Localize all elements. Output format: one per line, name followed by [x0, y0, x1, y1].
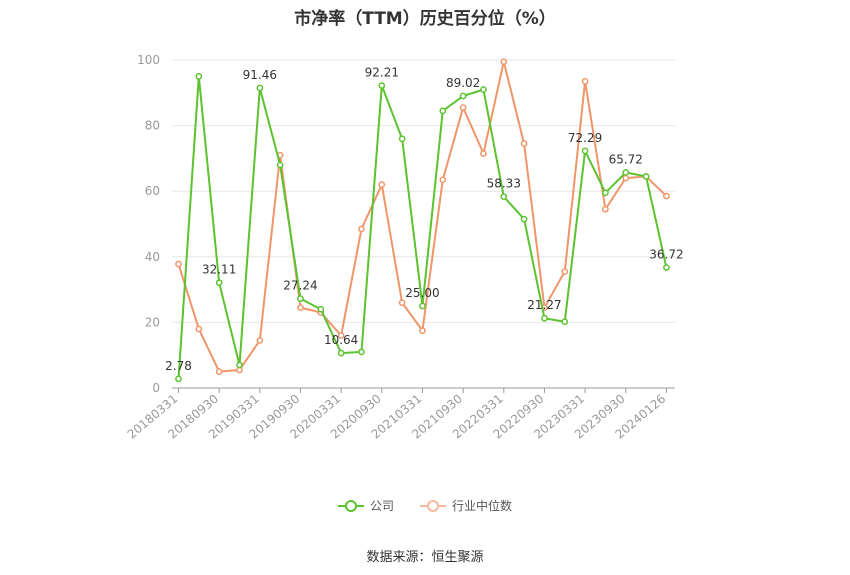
data-point [337, 349, 345, 357]
data-point [236, 361, 243, 369]
legend-swatch-industry-median [420, 499, 446, 513]
legend-item-industry-median[interactable]: 行业中位数 [420, 497, 512, 514]
y-tick-label: 20 [145, 315, 160, 329]
data-label: 92.21 [365, 66, 399, 80]
data-label: 10.64 [324, 333, 358, 347]
legend-label-industry-median: 行业中位数 [452, 499, 513, 513]
data-point [439, 176, 447, 184]
data-point [500, 193, 508, 201]
data-point [398, 299, 406, 307]
legend-label-company: 公司 [369, 499, 394, 513]
data-point [297, 295, 304, 303]
data-point [419, 327, 426, 334]
data-point [663, 192, 670, 200]
legend-swatch-company [337, 499, 364, 513]
data-point [520, 140, 528, 147]
data-point [317, 305, 325, 313]
y-tick-label: 100 [137, 53, 160, 67]
data-point [276, 161, 284, 169]
data-point [337, 332, 345, 339]
data-label: 65.72 [609, 152, 643, 166]
data-point [297, 304, 304, 311]
data-point [480, 86, 487, 93]
data-point [215, 279, 223, 287]
data-point [642, 173, 650, 180]
data-point [398, 135, 406, 143]
legend: 公司 行业中位数 [0, 497, 850, 514]
data-point [419, 302, 426, 310]
y-tick-label: 0 [152, 381, 160, 395]
data-point [622, 169, 630, 176]
data-point [602, 189, 609, 197]
data-label: 72.29 [568, 131, 602, 145]
data-point [480, 150, 487, 157]
line-chart: 0 20 40 60 80 100 201803312018093020190331201… [125, 53, 684, 442]
data-point [256, 84, 264, 92]
data-point [175, 375, 182, 383]
data-point [175, 260, 182, 268]
data-point [459, 104, 467, 111]
data-point [215, 368, 223, 375]
data-point [195, 325, 203, 333]
data-point [622, 174, 630, 182]
data-point [378, 82, 386, 89]
series-line-1 [177, 60, 668, 373]
data-point [195, 73, 203, 80]
data-point [520, 215, 528, 223]
data-point [358, 225, 365, 233]
grid-lines [172, 59, 675, 323]
data-labels: 2.78 32.11 91.46 27.24 10.64 92.21 25.00 89.02 5… [165, 66, 683, 373]
data-point [581, 77, 589, 85]
data-point [663, 264, 670, 271]
data-source: 数据来源：恒生聚源 [366, 550, 484, 565]
chart-title: 市净率（TTM）历史百分位（%） [294, 9, 556, 29]
data-point [541, 314, 548, 322]
data-point [500, 58, 508, 65]
legend-item-company[interactable]: 公司 [337, 497, 394, 514]
data-label: 27.24 [283, 279, 317, 293]
data-label: 91.46 [243, 68, 277, 82]
data-label: 25.00 [405, 286, 439, 300]
y-tick-label: 60 [145, 184, 160, 198]
data-label: 89.02 [446, 76, 480, 90]
series-group [175, 58, 670, 383]
y-tick-label: 40 [145, 250, 160, 264]
y-axis-ticks: 0 20 40 60 80 100 [137, 53, 160, 395]
data-point [602, 205, 609, 213]
data-point [358, 348, 365, 356]
x-axis: 2018033120180930201903312019093020200331… [125, 387, 675, 442]
data-point [439, 107, 447, 115]
data-point [581, 147, 589, 155]
data-point [459, 92, 467, 100]
data-point [561, 318, 569, 326]
data-label: 36.72 [649, 248, 683, 262]
data-point [256, 337, 264, 344]
data-label: 32.11 [202, 263, 236, 277]
data-label: 2.78 [165, 359, 192, 373]
data-label: 58.33 [487, 177, 521, 191]
data-label: 21.27 [527, 298, 561, 312]
data-point [378, 181, 386, 188]
data-point [561, 268, 569, 275]
y-tick-label: 80 [145, 119, 160, 133]
